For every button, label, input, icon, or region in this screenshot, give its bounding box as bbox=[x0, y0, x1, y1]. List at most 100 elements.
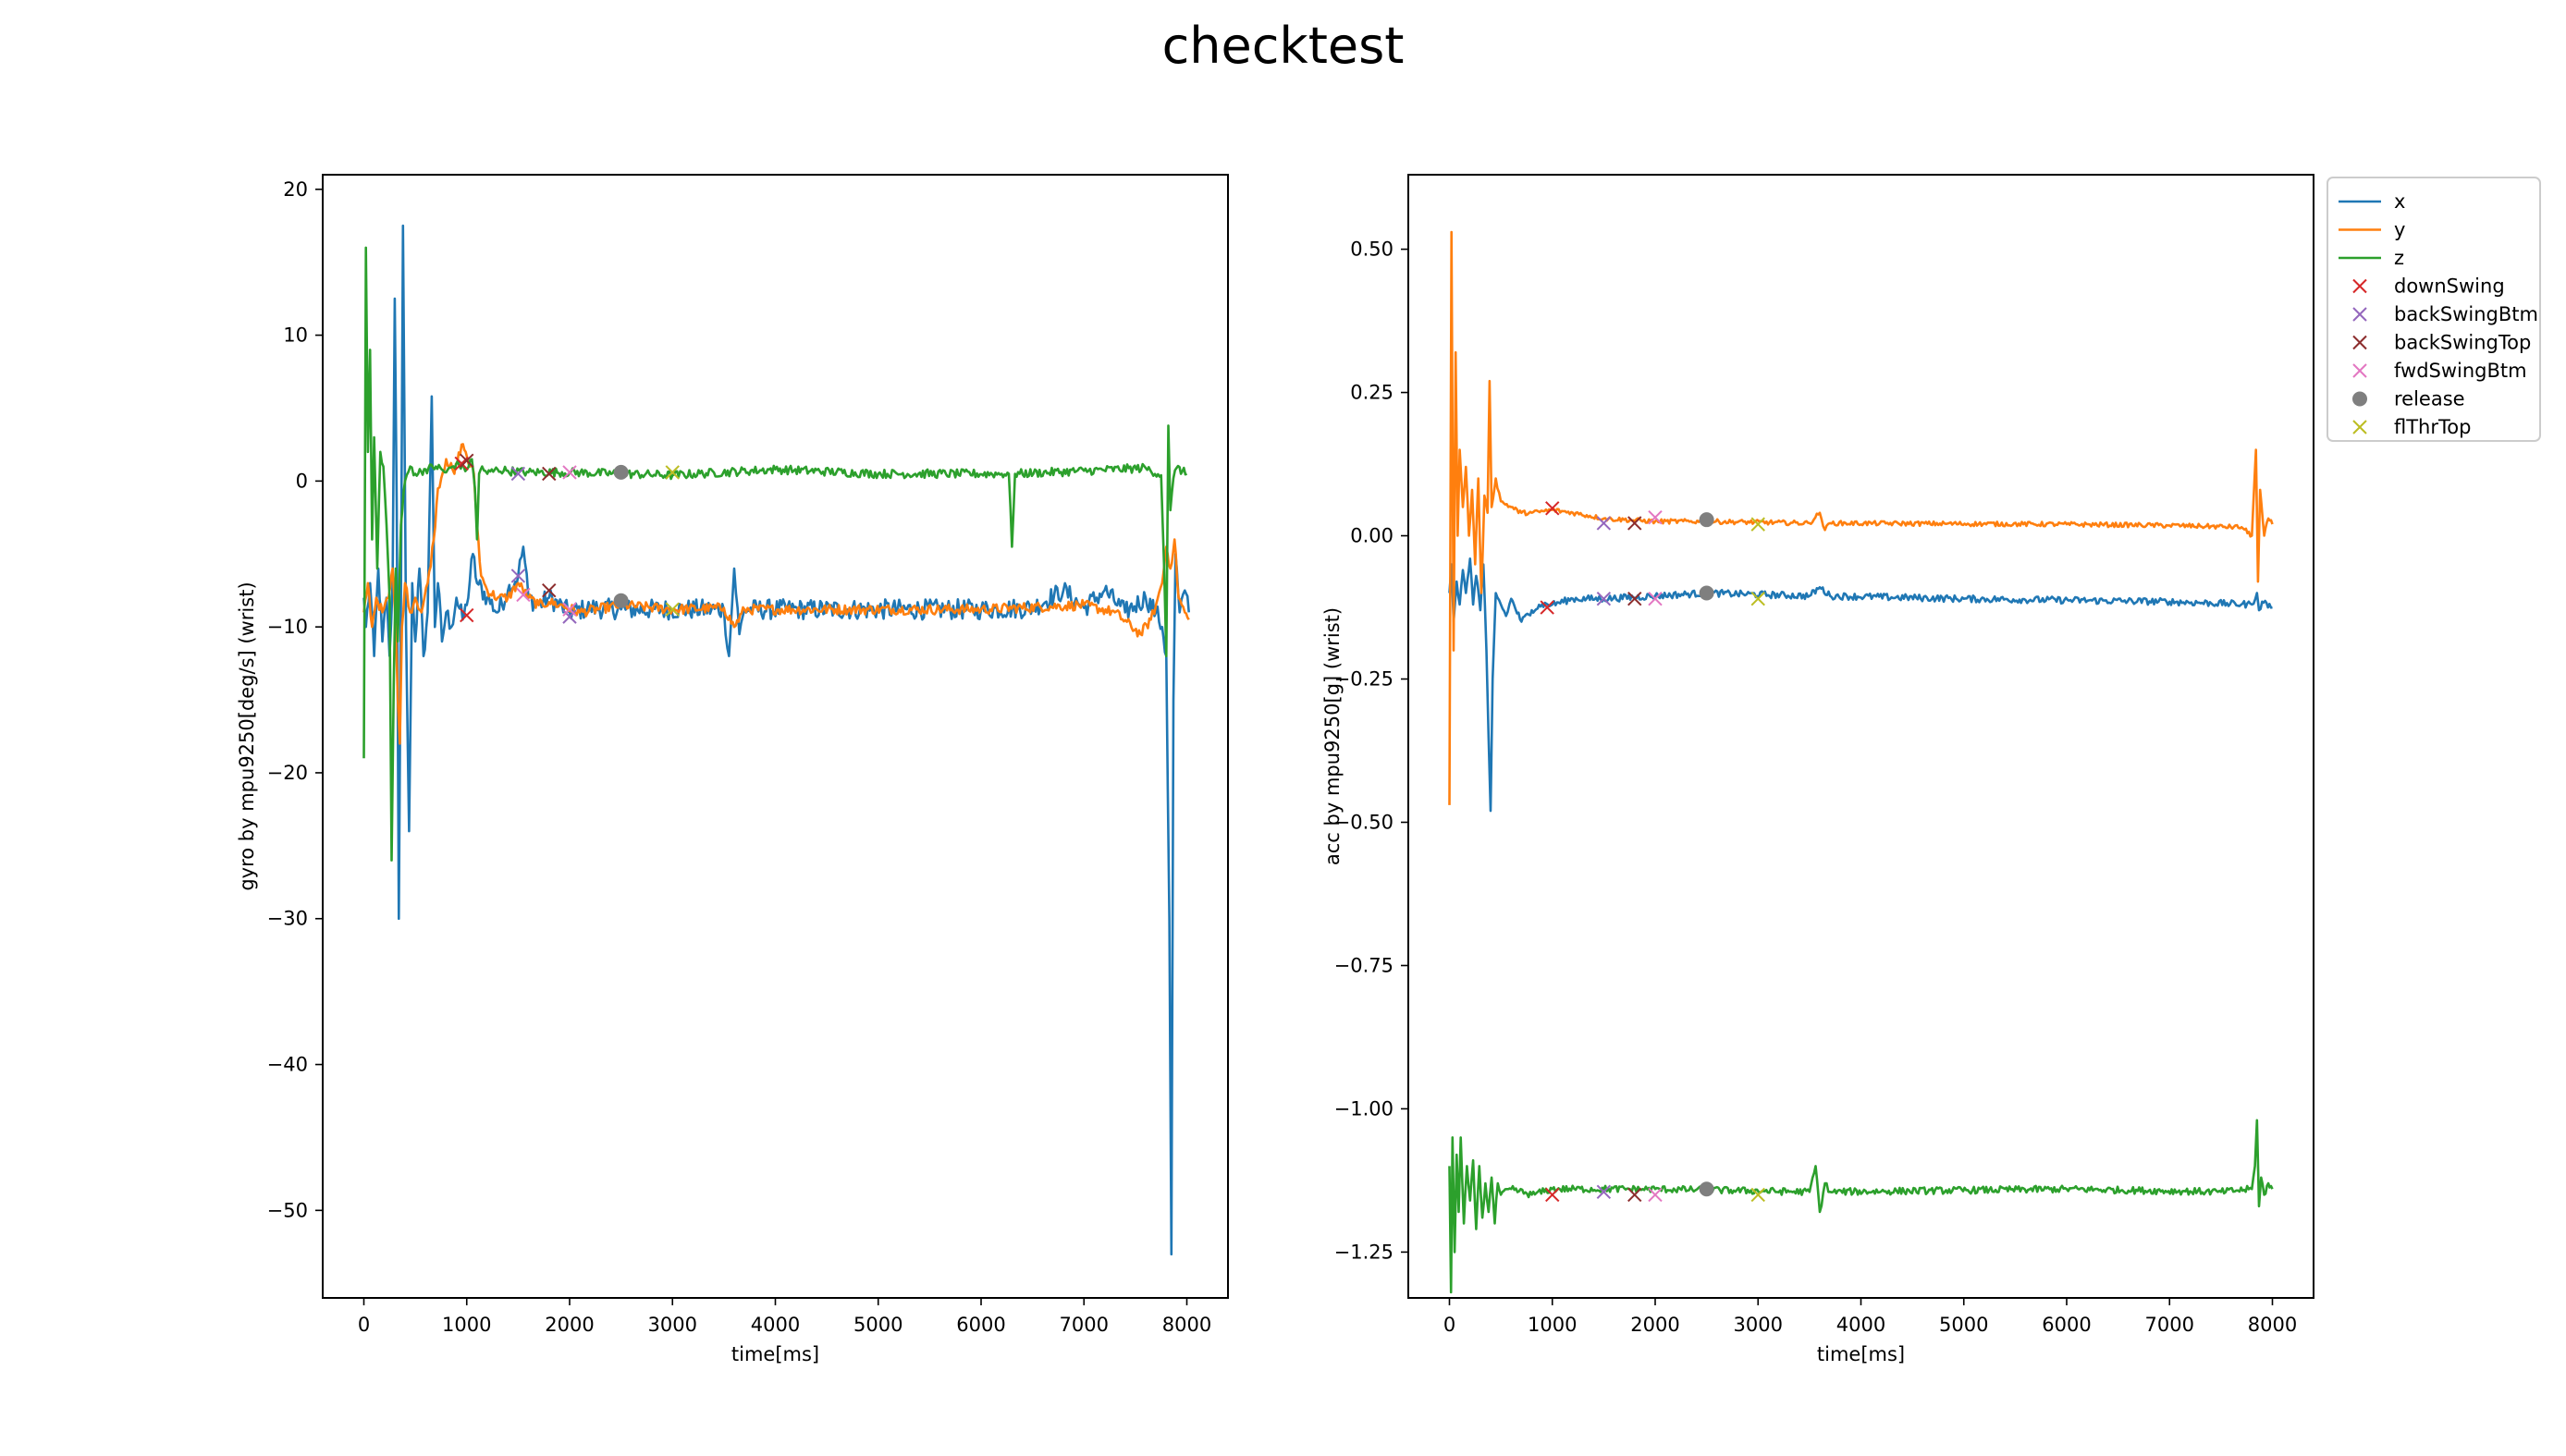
x-tick-label: 6000 bbox=[956, 1314, 1005, 1336]
y-tick-label: −1.00 bbox=[1334, 1097, 1393, 1120]
marker-backSwingBtm bbox=[562, 609, 577, 624]
legend-item-y: y bbox=[2339, 219, 2405, 241]
x-tick-label: 5000 bbox=[853, 1314, 902, 1336]
marker-release bbox=[1699, 585, 1714, 601]
x-tick-label: 7000 bbox=[2145, 1314, 2194, 1336]
marker-backSwingTop bbox=[542, 466, 557, 482]
x-axis-label: time[ms] bbox=[1817, 1343, 1905, 1365]
marker-downSwing bbox=[460, 607, 474, 623]
marker-release bbox=[1699, 1181, 1714, 1197]
legend-item-fwdSwingBtm: fwdSwingBtm bbox=[2352, 360, 2527, 382]
marker-fwdSwingBtm bbox=[1648, 1187, 1663, 1203]
legend-item-x: x bbox=[2339, 190, 2405, 213]
marker-release bbox=[1699, 512, 1714, 528]
series-line-y bbox=[1448, 230, 2274, 805]
marker-release bbox=[613, 464, 629, 480]
event-markers bbox=[454, 453, 680, 624]
marker-flThrTop bbox=[665, 602, 680, 617]
plot-area bbox=[1408, 175, 2314, 1298]
series-lines bbox=[1448, 230, 2274, 1294]
series-line-y bbox=[362, 443, 1190, 745]
legend-label: flThrTop bbox=[2394, 416, 2471, 438]
x-tick-label: 0 bbox=[358, 1314, 370, 1336]
legend-label: backSwingBtm bbox=[2394, 303, 2538, 325]
series-lines bbox=[362, 224, 1190, 1255]
legend-item-z: z bbox=[2339, 247, 2404, 269]
legend-swatch bbox=[2352, 307, 2367, 322]
series-line-x bbox=[1448, 557, 2273, 813]
y-axis-label: acc by mpu9250[g] (wrist) bbox=[1321, 607, 1344, 865]
legend-frame bbox=[2327, 177, 2541, 442]
x-axis-label: time[ms] bbox=[731, 1343, 819, 1365]
y-tick-label: −1.25 bbox=[1334, 1241, 1393, 1263]
series-line-z bbox=[362, 246, 1188, 862]
marker-flThrTop bbox=[1750, 592, 1765, 606]
x-tick-label: 1000 bbox=[1528, 1314, 1577, 1336]
series-line-z bbox=[1448, 1119, 2274, 1294]
x-tick-label: 6000 bbox=[2042, 1314, 2091, 1336]
marker-backSwingBtm bbox=[1596, 592, 1612, 606]
x-tick-label: 2000 bbox=[1630, 1314, 1679, 1336]
x-tick-label: 2000 bbox=[545, 1314, 594, 1336]
y-tick-label: 0 bbox=[296, 470, 308, 492]
y-tick-label: 20 bbox=[283, 178, 308, 201]
x-tick-label: 8000 bbox=[2248, 1314, 2297, 1336]
legend-item-flThrTop: flThrTop bbox=[2352, 416, 2471, 438]
marker-backSwingTop bbox=[1627, 1187, 1642, 1203]
acc-chart-panel: 0 1000 2000 3000 4000 5000 6000 7000 8000 0.50 0.2… bbox=[1321, 174, 2314, 1365]
plot-area bbox=[323, 175, 1228, 1298]
legend-item-downSwing: downSwing bbox=[2352, 275, 2505, 298]
marker-backSwingBtm bbox=[1596, 516, 1612, 531]
marker-backSwingTop bbox=[460, 453, 474, 468]
marker-release bbox=[613, 593, 629, 608]
marker-flThrTop bbox=[1750, 517, 1765, 532]
legend-swatch bbox=[2352, 335, 2367, 350]
y-tick-label: −10 bbox=[267, 616, 308, 638]
legend-label: fwdSwingBtm bbox=[2394, 360, 2527, 382]
legend-label: y bbox=[2394, 219, 2405, 241]
x-tick-label: 4000 bbox=[751, 1314, 800, 1336]
legend-label: x bbox=[2394, 190, 2405, 213]
gyro-chart-panel: 0 1000 2000 3000 4000 5000 6000 7000 8000 20 10 0 −1… bbox=[236, 174, 1229, 1365]
marker-backSwingTop bbox=[1627, 516, 1642, 531]
legend: xyz downSwing backSwingBtm backSwingTop fwdS… bbox=[2327, 177, 2541, 442]
y-tick-label: −20 bbox=[267, 762, 308, 784]
marker-backSwingTop bbox=[542, 583, 557, 598]
y-tick-label: −0.25 bbox=[1334, 668, 1393, 691]
marker-fwdSwingBtm bbox=[516, 587, 531, 603]
x-tick-label: 8000 bbox=[1162, 1314, 1211, 1336]
x-tick-label: 1000 bbox=[442, 1314, 491, 1336]
y-tick-label: −30 bbox=[267, 908, 308, 930]
marker-flThrTop bbox=[665, 465, 680, 480]
marker-downSwing bbox=[1545, 501, 1560, 516]
marker-backSwingTop bbox=[1627, 592, 1642, 606]
legend-item-backSwingBtm: backSwingBtm bbox=[2352, 303, 2538, 325]
marker-fwdSwingBtm bbox=[1648, 509, 1663, 525]
x-tick-label: 0 bbox=[1443, 1314, 1455, 1336]
figure-title: checktest bbox=[1161, 17, 1405, 75]
x-tick-label: 3000 bbox=[1734, 1314, 1783, 1336]
x-tick-label: 3000 bbox=[648, 1314, 697, 1336]
marker-fwdSwingBtm bbox=[562, 465, 577, 480]
marker-backSwingBtm bbox=[510, 569, 526, 583]
marker-backSwingBtm bbox=[1596, 1184, 1612, 1200]
x-tick-label: 5000 bbox=[1939, 1314, 1988, 1336]
y-tick-label: −0.50 bbox=[1334, 811, 1393, 833]
marker-downSwing bbox=[1545, 1187, 1560, 1203]
y-tick-label: 0.50 bbox=[1350, 239, 1393, 261]
y-tick-label: −0.75 bbox=[1334, 954, 1393, 976]
marker-flThrTop bbox=[1750, 1187, 1765, 1203]
marker-backSwingBtm bbox=[510, 466, 526, 482]
marker-downSwing bbox=[1540, 600, 1554, 615]
y-tick-label: 10 bbox=[283, 324, 308, 347]
y-tick-label: −50 bbox=[267, 1199, 308, 1221]
legend-swatch bbox=[2352, 391, 2367, 407]
marker-fwdSwingBtm bbox=[1648, 592, 1663, 606]
legend-label: release bbox=[2394, 388, 2465, 410]
legend-item-backSwingTop: backSwingTop bbox=[2352, 332, 2531, 354]
event-markers bbox=[1540, 501, 1765, 1203]
legend-swatch bbox=[2352, 420, 2367, 434]
y-axis-label: gyro by mpu9250[deg/s] (wrist) bbox=[236, 581, 258, 890]
